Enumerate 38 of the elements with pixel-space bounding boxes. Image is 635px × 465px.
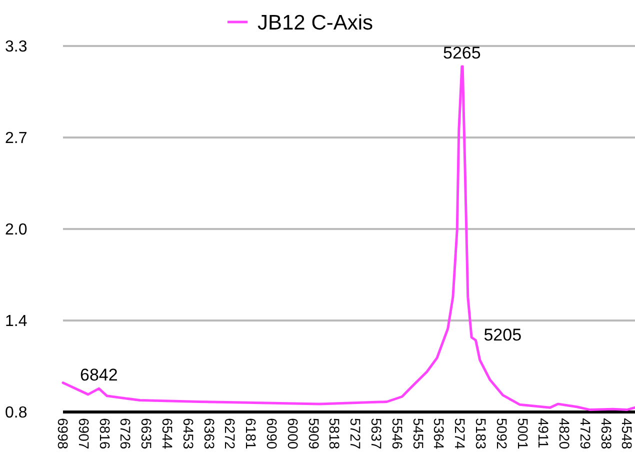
x-tick-label: 6816 [96,418,113,450]
x-tick-label: 5637 [368,418,384,450]
x-tick-label: 6907 [76,418,92,450]
annotation: 5205 [484,325,522,344]
y-tick-label: 1.4 [5,313,28,330]
x-tick-label: 6000 [284,418,301,450]
x-tick-label: 5183 [472,418,489,450]
x-tick-label: 5364 [431,418,448,450]
x-tick-label: 6272 [222,418,238,450]
y-tick-label: 0.8 [5,404,28,422]
x-tick-label: 4729 [577,418,594,450]
x-tick-label: 6181 [243,418,260,450]
x-tick-label: 4820 [556,418,572,450]
x-tick-label: 4911 [535,418,552,448]
line-series [62,65,635,412]
x-tick-label: 4548 [619,418,635,450]
x-tick-label: 6453 [180,418,197,450]
annotation: 5265 [442,43,481,62]
x-tick-label: 5818 [326,418,343,450]
x-tick-label: 6363 [201,418,218,450]
x-tick-label: 6726 [118,418,134,450]
x-tick-label: 5909 [306,418,322,450]
x-tick-label: 5092 [494,418,510,450]
x-tick-label: 5455 [410,418,426,450]
y-tick-label: 2.0 [5,222,28,239]
x-tick-label: 5274 [452,418,468,450]
x-tick-label: 6544 [160,418,176,450]
y-tick-label: 3.3 [5,38,28,56]
x-tick-label: 6090 [264,418,280,450]
annotation: 6842 [80,366,118,385]
x-tick-label: 5546 [389,418,406,450]
y-tick-label: 2.7 [5,130,28,148]
x-tick-label: 5727 [348,418,364,450]
x-tick-label: 6635 [138,418,155,450]
legend-label: JB12 C-Axis [258,11,374,34]
x-tick-label: 5001 [514,418,531,450]
x-tick-label: 6998 [55,418,72,450]
x-tick-label: 4638 [598,418,614,450]
